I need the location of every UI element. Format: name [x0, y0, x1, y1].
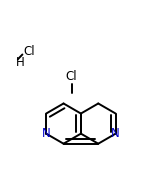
Text: H: H — [16, 56, 25, 69]
Text: Cl: Cl — [23, 45, 35, 58]
Text: Cl: Cl — [65, 71, 77, 83]
Text: N: N — [42, 127, 51, 140]
Text: N: N — [111, 127, 120, 140]
